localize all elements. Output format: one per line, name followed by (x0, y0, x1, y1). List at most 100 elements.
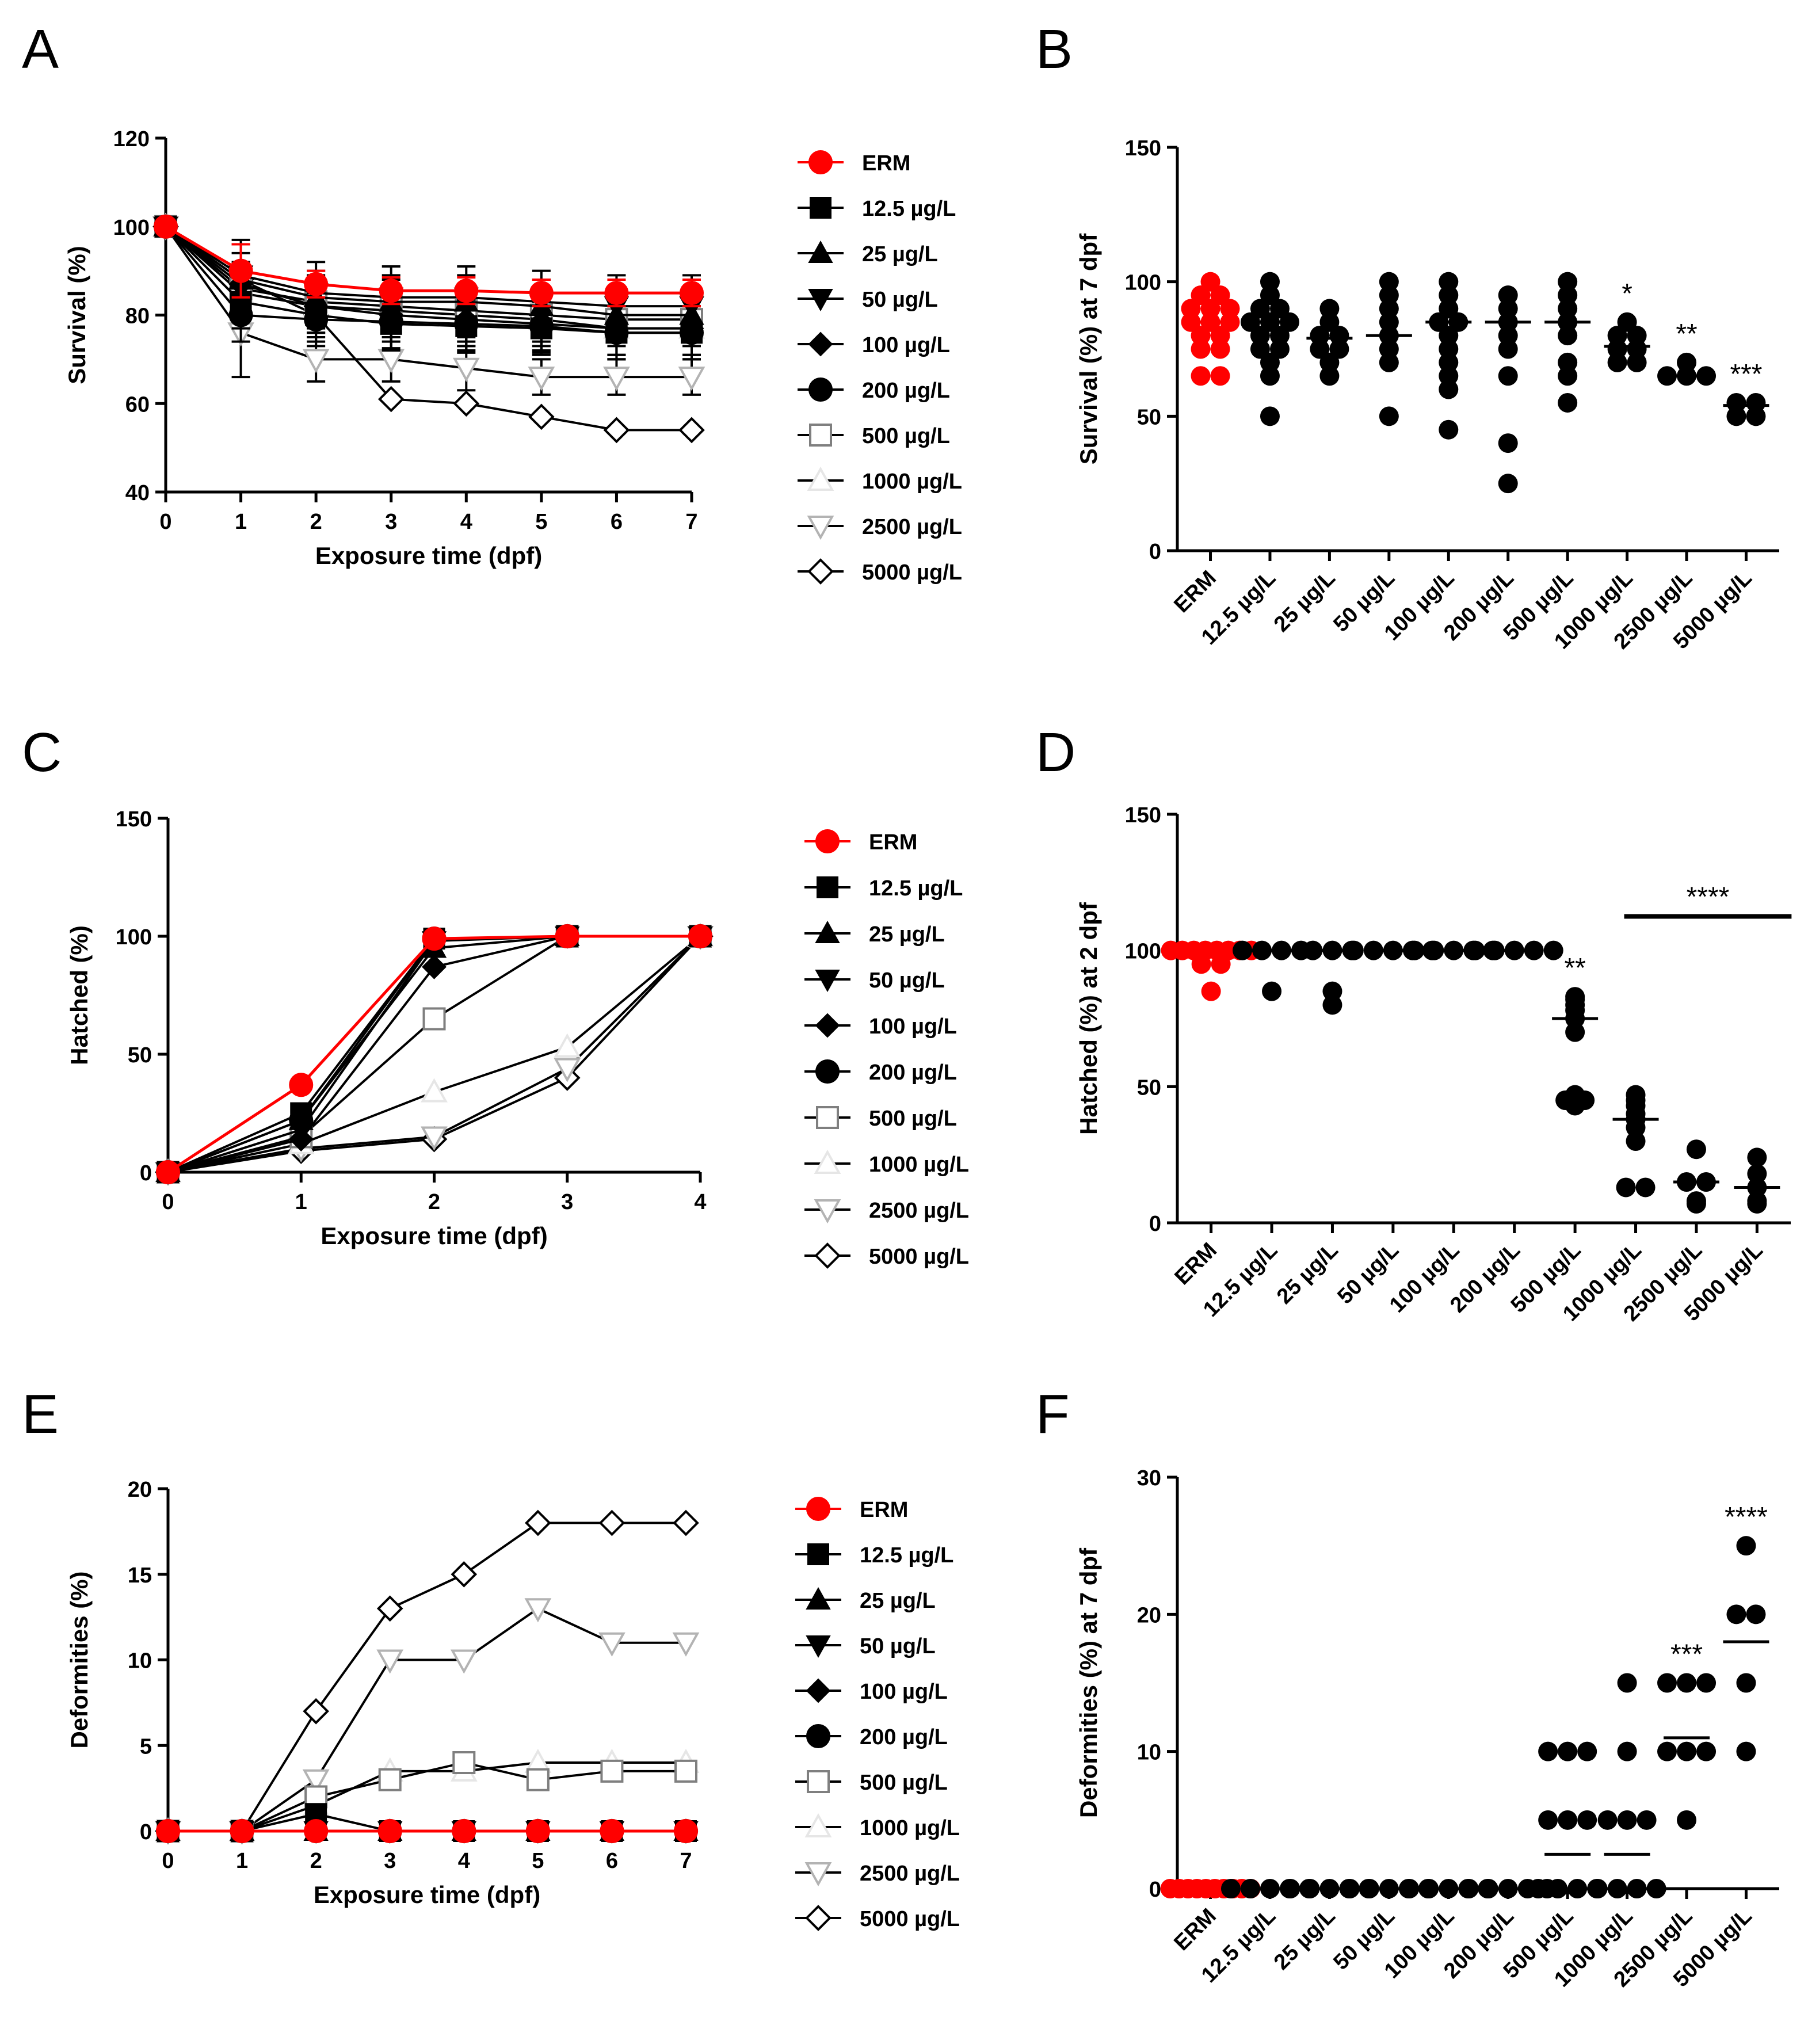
data-point (1538, 1741, 1558, 1761)
series-line (165, 226, 692, 316)
data-point (1310, 339, 1330, 359)
x-tick-label: 6 (606, 1849, 618, 1873)
data-point (605, 322, 628, 344)
data-point (1498, 299, 1518, 319)
y-tick-label: 10 (128, 1649, 152, 1673)
data-point (1260, 406, 1280, 426)
data-point (1439, 366, 1459, 386)
data-point (1626, 1131, 1646, 1151)
data-point (600, 1759, 624, 1783)
data-point (1329, 326, 1349, 346)
y-tick-label: 0 (140, 1820, 152, 1844)
series-line (165, 226, 692, 432)
data-point (1617, 1741, 1637, 1761)
data-point (1558, 299, 1578, 319)
legend-label: 12.5 µg/L (860, 1543, 953, 1568)
data-point (1191, 954, 1211, 974)
series-line (168, 1761, 686, 1832)
legend-label: 25 µg/L (860, 1589, 936, 1613)
x-tick-label: 3 (385, 510, 397, 534)
legend-label: ERM (869, 830, 917, 855)
data-point (378, 1768, 402, 1791)
legend-marker (808, 240, 833, 263)
x-tick-label: 4 (458, 1849, 470, 1873)
significance-label: **** (1687, 882, 1730, 913)
data-point (1747, 1164, 1767, 1184)
data-point (1191, 366, 1211, 386)
x-tick-label: 6 (611, 510, 623, 534)
data-point (1747, 1147, 1767, 1168)
x-tick-label: 7 (680, 1849, 692, 1873)
y-tick-label: 50 (128, 1043, 152, 1067)
data-point (1677, 1673, 1697, 1693)
data-point (604, 281, 629, 306)
legend-marker (809, 424, 832, 447)
data-point (1319, 312, 1340, 332)
y-tick-label: 10 (1137, 1741, 1161, 1765)
legend-label: 12.5 µg/L (869, 876, 963, 901)
y-tick-label: 150 (116, 807, 152, 832)
data-point (452, 1819, 476, 1843)
data-point (528, 403, 555, 430)
data-point (600, 1819, 624, 1843)
legend-label: 100 µg/L (869, 1015, 957, 1039)
legend-marker (815, 829, 840, 853)
data-point (1558, 366, 1578, 386)
x-tick-label: ERM (1169, 1904, 1220, 1955)
x-tick-label: 4 (694, 1190, 706, 1214)
data-point (1191, 285, 1211, 306)
data-point (688, 924, 712, 948)
data-point (678, 417, 705, 444)
data-point (1677, 352, 1697, 372)
data-point (1617, 312, 1637, 332)
x-tick-label: 25 µg/L (1269, 1904, 1340, 1975)
data-point (421, 1078, 448, 1103)
data-point (1319, 352, 1340, 372)
data-point (1269, 326, 1290, 346)
y-axis-title: Survival (%) at 7 dpf (1075, 233, 1102, 464)
legend-marker (807, 1543, 829, 1565)
legend-label: ERM (862, 151, 910, 176)
legend-marker (808, 150, 833, 174)
legend-marker (815, 1013, 840, 1038)
significance-label: *** (1670, 1639, 1703, 1670)
x-tick-label: ERM (1169, 566, 1220, 617)
legend-label: ERM (860, 1498, 908, 1522)
data-point (377, 1819, 402, 1843)
y-tick-label: 15 (128, 1563, 152, 1588)
data-point (1260, 285, 1280, 306)
data-point (1439, 285, 1459, 306)
data-point (530, 317, 552, 340)
legend-label: 500 µg/L (862, 424, 950, 448)
data-point (1617, 1673, 1637, 1693)
data-point (421, 1126, 448, 1151)
legend-label: 500 µg/L (869, 1107, 957, 1131)
data-point (1439, 420, 1459, 440)
data-point (1627, 352, 1647, 372)
y-axis-title: Hatched (%) at 2 dpf (1075, 902, 1102, 1135)
data-point (1260, 352, 1280, 372)
data-point (1607, 352, 1627, 372)
legend-marker (805, 1905, 831, 1931)
x-tick-label: 3 (384, 1849, 396, 1873)
y-axis-title: Hatched (%) (66, 925, 93, 1065)
data-point (1498, 326, 1518, 346)
y-tick-label: 30 (1137, 1466, 1161, 1490)
data-point (525, 1819, 550, 1843)
legend-marker (815, 970, 840, 993)
legend-marker (808, 289, 833, 312)
data-point (1439, 299, 1459, 319)
data-point (1736, 1673, 1756, 1693)
x-tick-label: 25 µg/L (1272, 1238, 1343, 1309)
data-point (1280, 1879, 1300, 1898)
x-tick-label: 2 (428, 1190, 440, 1214)
data-point (555, 924, 579, 948)
data-point (1379, 285, 1399, 306)
data-point (1588, 1879, 1608, 1898)
data-point (528, 367, 555, 391)
data-point (1543, 940, 1563, 960)
legend-marker (806, 1678, 831, 1703)
x-tick-label: ERM (1170, 1238, 1222, 1290)
